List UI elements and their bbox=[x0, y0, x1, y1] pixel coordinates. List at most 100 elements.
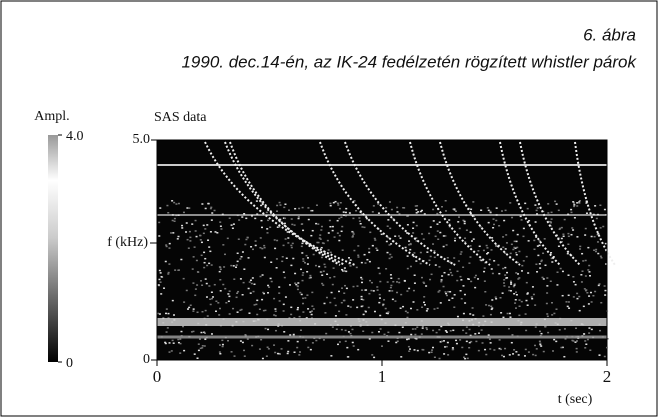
noise bbox=[445, 331, 448, 333]
noise bbox=[268, 286, 271, 288]
noise bbox=[225, 301, 228, 304]
noise bbox=[477, 278, 480, 280]
noise bbox=[386, 281, 389, 283]
noise bbox=[515, 253, 518, 256]
noise bbox=[533, 239, 536, 242]
noise bbox=[173, 220, 176, 222]
noise bbox=[165, 308, 168, 310]
noise bbox=[462, 285, 465, 287]
noise bbox=[428, 259, 431, 262]
noise bbox=[389, 227, 392, 230]
noise bbox=[578, 295, 581, 298]
noise bbox=[509, 316, 512, 318]
noise bbox=[236, 292, 239, 295]
noise bbox=[360, 261, 363, 264]
noise bbox=[546, 277, 549, 279]
noise bbox=[470, 240, 473, 242]
noise bbox=[461, 346, 464, 349]
noise bbox=[527, 272, 530, 274]
noise bbox=[282, 310, 285, 312]
noise bbox=[449, 268, 452, 271]
noise bbox=[177, 341, 180, 344]
noise bbox=[570, 208, 573, 211]
noise bbox=[221, 343, 224, 346]
noise bbox=[440, 279, 443, 281]
noise bbox=[343, 267, 346, 269]
noise bbox=[157, 312, 160, 315]
noise bbox=[599, 227, 602, 229]
noise bbox=[340, 216, 343, 218]
band bbox=[157, 318, 607, 326]
colorbar bbox=[48, 135, 58, 362]
noise bbox=[597, 252, 600, 255]
noise bbox=[223, 253, 226, 256]
noise bbox=[460, 279, 463, 281]
noise bbox=[200, 254, 203, 257]
noise bbox=[465, 326, 468, 328]
noise bbox=[267, 292, 270, 294]
noise bbox=[274, 308, 277, 310]
noise bbox=[564, 338, 567, 340]
noise bbox=[307, 346, 310, 349]
noise bbox=[516, 233, 519, 236]
y-tick-label: 0 bbox=[143, 352, 150, 367]
noise bbox=[192, 330, 195, 333]
noise bbox=[301, 206, 304, 209]
noise bbox=[329, 301, 332, 304]
noise bbox=[260, 226, 263, 229]
noise bbox=[218, 270, 221, 273]
noise bbox=[266, 232, 269, 234]
noise bbox=[580, 274, 583, 276]
x-axis-label: t (sec) bbox=[558, 392, 593, 407]
noise bbox=[390, 256, 393, 258]
noise bbox=[373, 237, 376, 240]
noise bbox=[252, 248, 255, 251]
noise bbox=[309, 274, 312, 277]
noise bbox=[181, 224, 184, 227]
noise bbox=[432, 243, 435, 245]
noise bbox=[296, 346, 299, 349]
noise bbox=[267, 284, 270, 287]
noise bbox=[490, 268, 493, 270]
noise bbox=[273, 297, 276, 300]
noise bbox=[561, 294, 564, 297]
noise bbox=[317, 241, 320, 244]
noise bbox=[443, 340, 446, 342]
noise bbox=[530, 296, 533, 298]
noise bbox=[592, 294, 595, 297]
noise bbox=[484, 290, 487, 293]
noise bbox=[282, 244, 285, 247]
noise bbox=[320, 246, 323, 249]
noise bbox=[407, 215, 410, 217]
noise bbox=[573, 217, 576, 219]
noise bbox=[263, 256, 266, 259]
noise bbox=[555, 203, 558, 205]
noise bbox=[550, 211, 553, 214]
noise bbox=[502, 355, 505, 358]
noise bbox=[261, 247, 264, 250]
noise bbox=[532, 293, 535, 296]
noise bbox=[158, 221, 161, 224]
noise bbox=[447, 290, 450, 293]
noise bbox=[358, 217, 361, 219]
noise bbox=[340, 230, 343, 233]
noise bbox=[310, 310, 313, 312]
noise bbox=[510, 243, 513, 246]
noise bbox=[597, 284, 600, 287]
noise bbox=[296, 340, 299, 343]
noise bbox=[311, 305, 314, 307]
noise bbox=[343, 292, 346, 294]
noise bbox=[330, 355, 333, 357]
noise bbox=[516, 246, 519, 249]
noise bbox=[570, 211, 573, 214]
noise bbox=[462, 266, 465, 268]
noise bbox=[462, 329, 465, 332]
noise bbox=[415, 237, 418, 239]
noise bbox=[555, 340, 558, 343]
noise bbox=[175, 203, 178, 205]
noise bbox=[546, 292, 549, 294]
noise bbox=[293, 317, 296, 319]
noise bbox=[536, 245, 539, 247]
noise bbox=[528, 219, 531, 222]
noise bbox=[433, 250, 436, 252]
